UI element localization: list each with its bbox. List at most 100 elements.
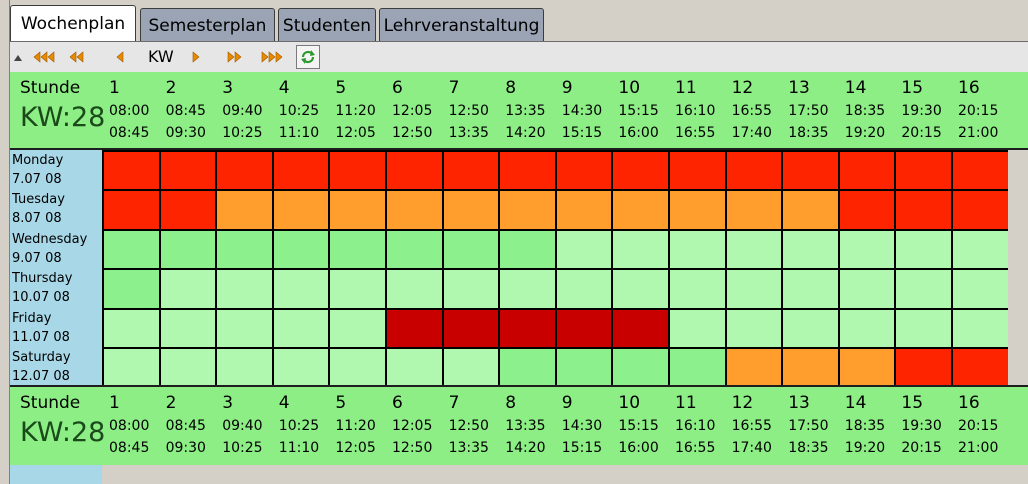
slot-cell[interactable] [896,270,951,308]
slot-cell[interactable] [104,191,159,229]
slot-cell[interactable] [273,230,329,269]
slot-cell[interactable] [500,270,555,308]
slot-cell[interactable] [953,349,1008,387]
slot-cell[interactable] [273,191,329,229]
slot-cell[interactable] [726,309,782,347]
slot-cell[interactable] [613,349,668,387]
slot-cell[interactable] [839,191,895,229]
slot-cell[interactable] [273,349,329,387]
slot-cell[interactable] [613,270,668,308]
slot-cell[interactable] [273,270,329,308]
slot-cell[interactable] [556,349,612,387]
slot-cell[interactable] [839,270,895,308]
slot-cell[interactable] [726,191,782,229]
slot-cell[interactable] [726,349,782,387]
slot-cell[interactable] [839,309,895,347]
slot-cell[interactable] [387,349,442,387]
slot-cell[interactable] [160,309,216,347]
slot-cell[interactable] [443,191,499,229]
slot-cell[interactable] [670,349,725,387]
slot-cell[interactable] [953,191,1008,229]
slot-cell[interactable] [160,152,216,190]
slot-cell[interactable] [217,309,272,347]
slot-cell[interactable] [104,230,159,269]
slot-cell[interactable] [670,230,725,269]
slot-cell[interactable] [330,230,385,269]
slot-cell[interactable] [500,230,555,269]
refresh-icon[interactable] [296,45,320,69]
slot-cell[interactable] [273,152,329,190]
slot-cell[interactable] [783,309,838,347]
slot-cell[interactable] [443,309,499,347]
slot-cell[interactable] [896,152,951,190]
slot-cell[interactable] [953,152,1008,190]
slot-cell[interactable] [556,309,612,347]
slot-cell[interactable] [783,270,838,308]
forward-icon[interactable] [190,46,206,68]
slot-cell[interactable] [387,152,442,190]
tab-wochenplan[interactable]: Wochenplan [10,5,136,42]
slot-cell[interactable] [330,270,385,308]
slot-cell[interactable] [387,309,442,347]
slot-cell[interactable] [953,309,1008,347]
slot-cell[interactable] [839,349,895,387]
slot-cell[interactable] [500,349,555,387]
slot-cell[interactable] [500,309,555,347]
slot-cell[interactable] [104,270,159,308]
slot-cell[interactable] [726,270,782,308]
slot-cell[interactable] [104,349,159,387]
slot-cell[interactable] [443,270,499,308]
slot-cell[interactable] [273,309,329,347]
slot-cell[interactable] [387,191,442,229]
slot-cell[interactable] [896,349,951,387]
slot-cell[interactable] [500,152,555,190]
slot-cell[interactable] [330,152,385,190]
slot-cell[interactable] [953,230,1008,269]
tab-lehrveranstaltung[interactable]: Lehrveranstaltung [379,8,544,42]
slot-cell[interactable] [839,230,895,269]
slot-cell[interactable] [330,349,385,387]
slot-cell[interactable] [160,230,216,269]
slot-cell[interactable] [160,349,216,387]
slot-cell[interactable] [670,270,725,308]
slot-cell[interactable] [896,230,951,269]
slot-cell[interactable] [670,191,725,229]
slot-cell[interactable] [896,191,951,229]
slot-cell[interactable] [556,152,612,190]
slot-cell[interactable] [330,191,385,229]
slot-cell[interactable] [387,270,442,308]
slot-cell[interactable] [670,309,725,347]
last-icon[interactable] [260,46,286,68]
first-icon[interactable] [32,46,58,68]
fast-forward-icon[interactable] [226,46,248,68]
slot-cell[interactable] [783,152,838,190]
fast-back-icon[interactable] [68,46,90,68]
slot-cell[interactable] [330,309,385,347]
slot-cell[interactable] [500,191,555,229]
tab-studenten[interactable]: Studenten [278,8,376,42]
slot-cell[interactable] [556,191,612,229]
slot-cell[interactable] [783,191,838,229]
slot-cell[interactable] [556,230,612,269]
slot-cell[interactable] [726,152,782,190]
slot-cell[interactable] [160,191,216,229]
slot-cell[interactable] [839,152,895,190]
slot-cell[interactable] [726,230,782,269]
slot-cell[interactable] [217,349,272,387]
tab-semesterplan[interactable]: Semesterplan [140,8,275,42]
slot-cell[interactable] [613,309,668,347]
slot-cell[interactable] [670,152,725,190]
slot-cell[interactable] [217,270,272,308]
slot-cell[interactable] [104,152,159,190]
slot-cell[interactable] [896,309,951,347]
slot-cell[interactable] [387,230,442,269]
slot-cell[interactable] [217,152,272,190]
slot-cell[interactable] [613,191,668,229]
back-icon[interactable] [114,46,130,68]
slot-cell[interactable] [104,309,159,347]
slot-cell[interactable] [443,230,499,269]
slot-cell[interactable] [443,152,499,190]
slot-cell[interactable] [443,349,499,387]
slot-cell[interactable] [613,230,668,269]
slot-cell[interactable] [217,230,272,269]
